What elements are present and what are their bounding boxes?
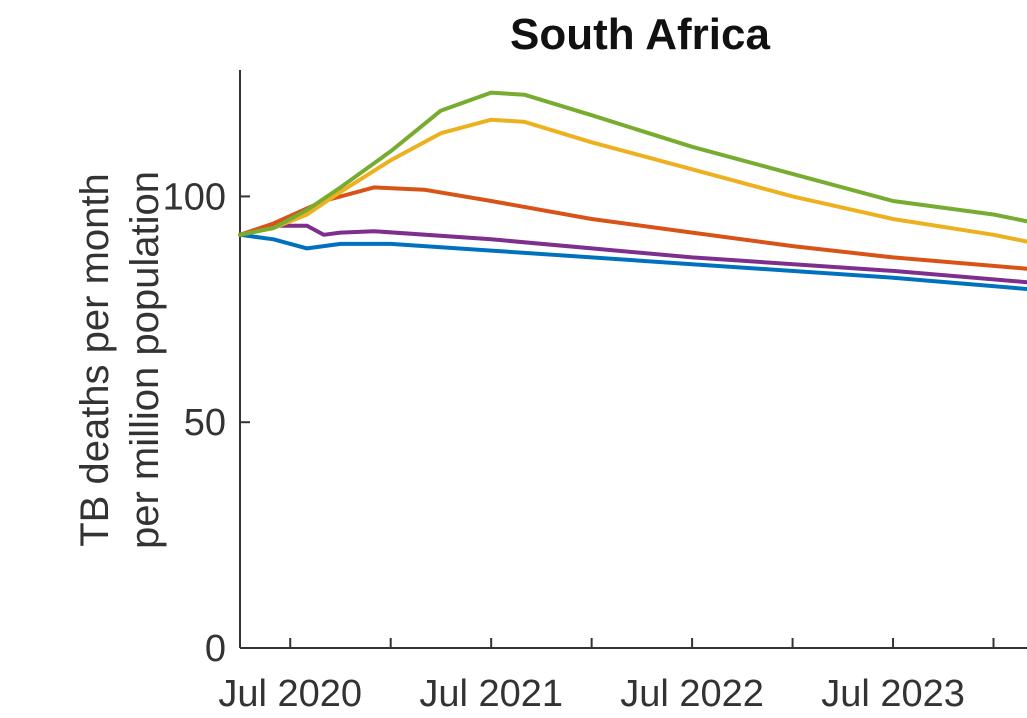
x-tick-label: Jul 2022	[620, 673, 764, 715]
series-line-4	[238, 232, 1027, 291]
y-tick-label: 50	[184, 402, 226, 444]
x-tick-label: Jul 2020	[218, 673, 362, 715]
series-line-1	[238, 117, 1027, 244]
y-tick-label: 100	[163, 176, 226, 218]
series-line-2	[238, 185, 1027, 271]
series-line-3	[238, 223, 1027, 285]
x-tick-label: Jul 2021	[419, 673, 563, 715]
series-line-0	[238, 90, 1027, 237]
y-tick-label: 0	[205, 628, 226, 670]
chart-title: South Africa	[510, 10, 770, 59]
x-tick-label: Jul 2023	[821, 673, 965, 715]
